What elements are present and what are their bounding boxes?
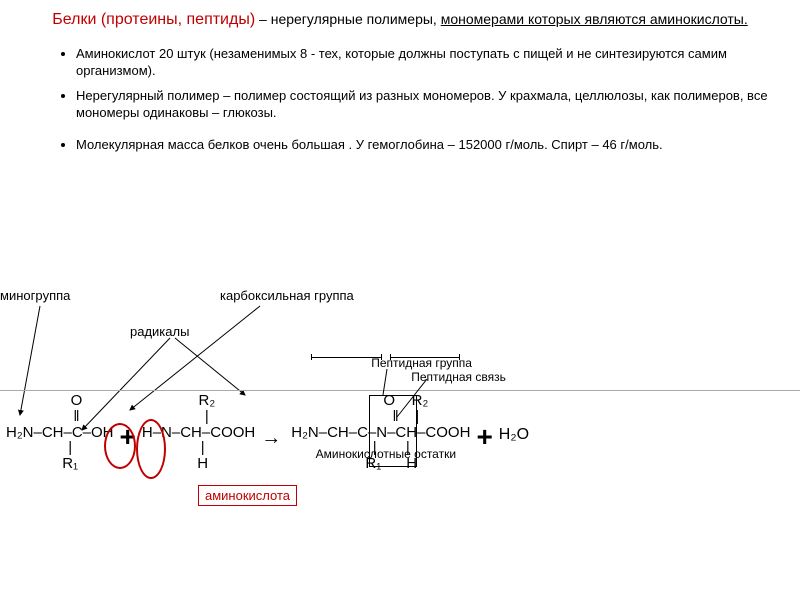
bullet-3: Молекулярная масса белков очень большая …	[76, 136, 770, 154]
reaction-arrow: →	[255, 393, 287, 450]
plus-sign-2: +	[470, 393, 498, 453]
title-sub2: мономерами которых являются аминокислоты…	[441, 11, 748, 27]
slide-title: Белки (протеины, пептиды) – нерегулярные…	[0, 0, 800, 35]
hydrogen-circle	[136, 419, 166, 479]
residue-brackets: Аминoкислотные остатки	[311, 325, 460, 492]
bullet-2: Нерегулярный полимер – полимер состоящий…	[76, 87, 770, 122]
bullet-list: Аминокислот 20 штук (незаменимых 8 - тех…	[36, 45, 770, 154]
title-sub1: – нерегулярные полимеры,	[255, 11, 441, 27]
title-main: Белки (протеины, пептиды)	[52, 11, 255, 28]
water-molecule: H₂O	[499, 393, 529, 444]
dipeptide-product: O R₂ ‖ | H₂N–CH–C–N–CH–COOH | | R₁ HПепт…	[291, 393, 470, 472]
residues-label: Аминoкислотные остатки	[311, 448, 460, 461]
amino-acid-box: aминoкислота	[198, 485, 297, 506]
amino-acid-2: R₂ | H–N–CH–COOH | H	[142, 393, 255, 472]
amino-acid-1: O ‖ H₂N–CH–C–OH | R₁	[6, 393, 114, 472]
hydroxyl-circle	[104, 423, 136, 469]
chemistry-diagram: O ‖ H₂N–CH–C–OH | R₁ + R₂ | H–N–CH–COOH …	[0, 390, 800, 472]
amino-acid-box-wrapper: aминoкислота	[198, 485, 297, 506]
bullet-1: Аминокислот 20 штук (незаменимых 8 - тех…	[76, 45, 770, 80]
